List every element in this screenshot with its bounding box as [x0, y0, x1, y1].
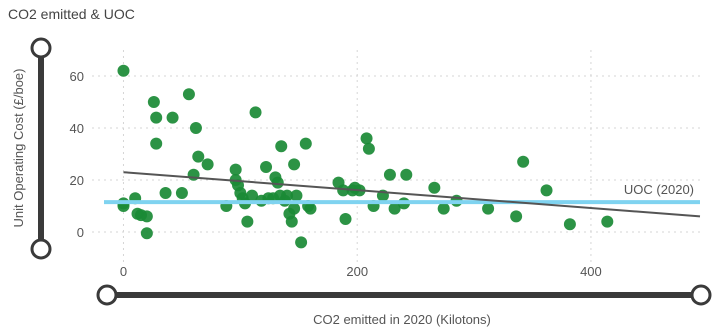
- y-tick-label: 20: [70, 173, 84, 188]
- data-point: [159, 187, 172, 199]
- data-point: [428, 181, 441, 194]
- data-point: [229, 163, 242, 176]
- data-point: [400, 168, 413, 181]
- y-tick-label: 0: [77, 225, 84, 240]
- data-point: [182, 88, 195, 101]
- data-point: [246, 189, 259, 202]
- data-point: [271, 176, 284, 189]
- data-point: [339, 213, 352, 225]
- data-point: [510, 210, 523, 223]
- data-point: [540, 184, 553, 197]
- data-point: [437, 202, 450, 215]
- y-axis-label: Unit Operating Cost (£/boe): [11, 69, 26, 228]
- y-slider-handle-top[interactable]: [30, 37, 52, 59]
- x-axis-label: CO2 emitted in 2020 (Kilotons): [313, 312, 491, 327]
- data-point: [189, 122, 202, 134]
- x-tick-label: 200: [346, 264, 368, 279]
- data-point: [288, 158, 301, 171]
- data-point: [362, 142, 375, 155]
- data-point: [285, 215, 298, 228]
- grid-layer: [92, 50, 700, 262]
- data-point: [275, 140, 288, 153]
- data-point: [192, 150, 205, 163]
- data-point: [147, 96, 160, 108]
- data-point: [299, 137, 312, 150]
- data-point: [140, 227, 153, 240]
- data-point: [150, 137, 163, 150]
- data-point: [260, 161, 273, 173]
- data-point: [304, 202, 317, 215]
- chart-title: CO2 emitted & UOC: [8, 6, 135, 22]
- tick-layer: 0 20 40 60 0 200 400: [70, 69, 602, 279]
- data-point: [150, 111, 163, 124]
- data-point: [290, 189, 303, 202]
- data-point: [295, 236, 308, 249]
- x-slider-handle-right[interactable]: [690, 284, 712, 306]
- x-range-slider[interactable]: [96, 284, 712, 306]
- trend-line: [123, 171, 701, 218]
- y-range-slider[interactable]: [30, 37, 52, 260]
- data-point: [166, 111, 179, 124]
- y-tick-label: 60: [70, 69, 84, 84]
- data-point: [383, 168, 396, 181]
- reference-line-label: UOC (2020): [624, 182, 694, 197]
- data-point: [517, 155, 530, 168]
- x-slider-handle-left[interactable]: [96, 284, 118, 306]
- data-point: [337, 184, 350, 197]
- data-point: [601, 215, 614, 228]
- data-point: [187, 168, 200, 181]
- data-point: [249, 106, 262, 119]
- data-point: [281, 189, 294, 202]
- data-point: [201, 158, 214, 171]
- data-point: [388, 202, 401, 215]
- data-point: [140, 210, 153, 223]
- point-layer: [117, 64, 614, 249]
- data-point: [563, 218, 576, 231]
- data-point: [482, 202, 495, 215]
- data-point: [360, 132, 373, 145]
- data-point: [117, 64, 130, 77]
- x-tick-label: 400: [580, 264, 602, 279]
- y-slider-handle-bottom[interactable]: [30, 238, 52, 260]
- data-point: [241, 215, 254, 228]
- x-tick-label: 0: [120, 264, 127, 279]
- data-point: [288, 202, 301, 215]
- y-tick-label: 40: [70, 121, 84, 136]
- data-point: [175, 187, 188, 199]
